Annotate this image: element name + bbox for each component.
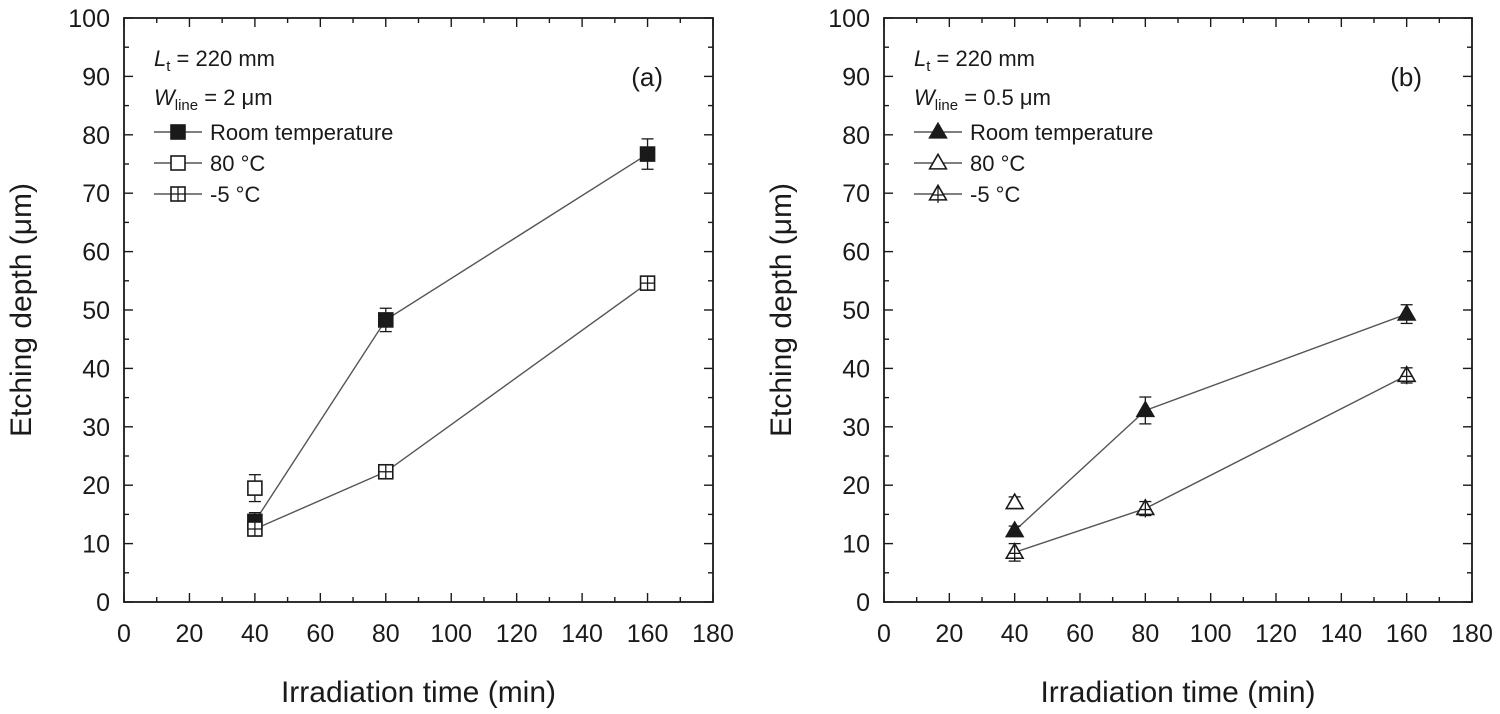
y-tick-label: 60 xyxy=(82,239,110,267)
series-line xyxy=(1014,374,1407,554)
x-tick-label: 0 xyxy=(877,620,891,648)
legend-label: 80 °C xyxy=(970,151,1025,176)
x-axis-title: Irradiation time (min) xyxy=(281,676,556,709)
x-tick-label: 140 xyxy=(561,620,603,648)
legend-marker xyxy=(170,155,186,171)
legend-entry: 80 °C xyxy=(154,151,265,176)
legend-entry: -5 °C xyxy=(154,182,260,207)
x-tick-label: 80 xyxy=(372,620,400,648)
parameter-annotation: Wline = 0.5 μm xyxy=(914,85,1051,114)
y-tick-label: 50 xyxy=(82,297,110,325)
x-tick-label: 100 xyxy=(430,620,472,648)
series-1 xyxy=(247,474,263,503)
panel-a: 0 20 40 60 80 100 120 140 160 180 0 10 20 30 40 50 60 70 8… xyxy=(5,5,734,709)
y-axis-title: Etching depth (μm) xyxy=(765,183,798,437)
x-tick-label: 0 xyxy=(117,620,131,648)
series-0 xyxy=(247,138,656,531)
legend-marker xyxy=(928,121,948,139)
legend-marker xyxy=(170,124,186,140)
x-tick-label: 100 xyxy=(1190,620,1232,648)
x-tick-label: 120 xyxy=(496,620,538,648)
x-tick-label: 160 xyxy=(1386,620,1428,648)
y-tick-label: 80 xyxy=(82,122,110,150)
y-tick-label: 10 xyxy=(82,531,110,559)
y-tick-label: 90 xyxy=(82,63,110,91)
y-tick-label: 0 xyxy=(856,589,870,617)
parameter-annotation: Lt = 220 mm xyxy=(154,46,275,75)
x-tick-label: 140 xyxy=(1320,620,1362,648)
y-tick-label: 40 xyxy=(842,355,870,383)
x-tick-label: 20 xyxy=(176,620,204,648)
y-tick-label: 90 xyxy=(842,63,870,91)
legend-entry: -5 °C xyxy=(914,182,1020,207)
y-tick-label: 100 xyxy=(68,5,110,33)
y-tick-label: 20 xyxy=(82,472,110,500)
legend-entry: Room temperature xyxy=(914,120,1153,145)
y-tick-label: 70 xyxy=(82,180,110,208)
panel-label: (b) xyxy=(1390,62,1422,92)
y-axis-title: Etching depth (μm) xyxy=(5,183,38,437)
series-2 xyxy=(247,275,656,537)
legend-marker xyxy=(928,152,948,170)
y-tick-label: 20 xyxy=(842,472,870,500)
series-1 xyxy=(1004,492,1025,510)
y-tick-label: 30 xyxy=(82,414,110,442)
y-tick-label: 70 xyxy=(842,180,870,208)
x-tick-label: 60 xyxy=(306,620,334,648)
data-point xyxy=(1135,400,1156,418)
legend-entry: 80 °C xyxy=(914,151,1025,176)
y-tick-label: 50 xyxy=(842,297,870,325)
legend-label: 80 °C xyxy=(210,151,265,176)
x-tick-label: 40 xyxy=(1001,620,1029,648)
x-axis-title: Irradiation time (min) xyxy=(1040,676,1315,709)
y-tick-label: 40 xyxy=(82,355,110,383)
x-tick-label: 60 xyxy=(1066,620,1094,648)
data-point xyxy=(377,312,394,328)
series-line xyxy=(254,282,648,530)
x-tick-label: 120 xyxy=(1255,620,1297,648)
series-0 xyxy=(1004,303,1417,538)
y-tick-label: 100 xyxy=(828,5,870,33)
data-point xyxy=(1004,492,1025,510)
parameter-annotation: Wline = 2 μm xyxy=(154,85,273,114)
y-tick-label: 30 xyxy=(842,414,870,442)
x-tick-label: 80 xyxy=(1131,620,1159,648)
panel-label: (a) xyxy=(631,62,663,92)
legend-label: Room temperature xyxy=(210,120,393,145)
panel-b: 0 20 40 60 80 100 120 140 160 180 0 10 20 30 40 50 60 70 8… xyxy=(765,5,1493,709)
x-tick-label: 20 xyxy=(935,620,963,648)
data-point xyxy=(639,146,656,162)
x-tick-label: 180 xyxy=(1451,620,1493,648)
data-point xyxy=(1396,303,1417,321)
legend-label: -5 °C xyxy=(210,182,260,207)
y-tick-label: 0 xyxy=(96,589,110,617)
series-line xyxy=(1014,313,1407,532)
series-2 xyxy=(1004,365,1417,562)
legend-label: -5 °C xyxy=(970,182,1020,207)
x-tick-label: 160 xyxy=(627,620,669,648)
y-tick-label: 60 xyxy=(842,239,870,267)
data-point xyxy=(247,480,263,496)
legend-label: Room temperature xyxy=(970,120,1153,145)
x-tick-label: 40 xyxy=(241,620,269,648)
legend-entry: Room temperature xyxy=(154,120,393,145)
parameter-annotation: Lt = 220 mm xyxy=(914,46,1035,75)
data-point xyxy=(1004,520,1025,538)
y-tick-label: 10 xyxy=(842,531,870,559)
x-tick-label: 180 xyxy=(692,620,734,648)
series-line xyxy=(254,153,648,522)
y-tick-label: 80 xyxy=(842,122,870,150)
